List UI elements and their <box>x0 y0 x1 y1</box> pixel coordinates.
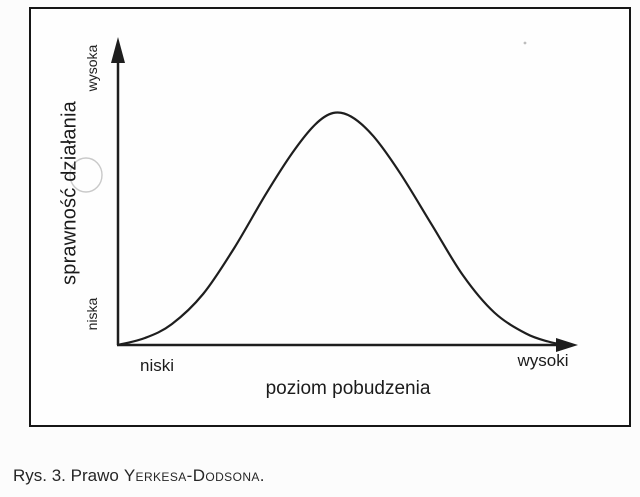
caption-prefix: Rys. 3. Prawo <box>13 466 119 485</box>
figure-caption: Rys. 3. Prawo Yerkesa-Dodsona. <box>13 466 265 486</box>
caption-law-name: Yerkesa-Dodsona. <box>123 466 265 485</box>
x-axis-tick-low: niski <box>139 356 175 375</box>
y-axis-tick-low: niska <box>84 297 100 331</box>
y-axis-title: sprawność działania <box>58 101 81 285</box>
x-axis-tick-high: wysoki <box>517 351 569 370</box>
x-axis-title: poziom pobudzenia <box>265 378 431 399</box>
y-axis-tick-high: wysoka <box>84 44 100 92</box>
